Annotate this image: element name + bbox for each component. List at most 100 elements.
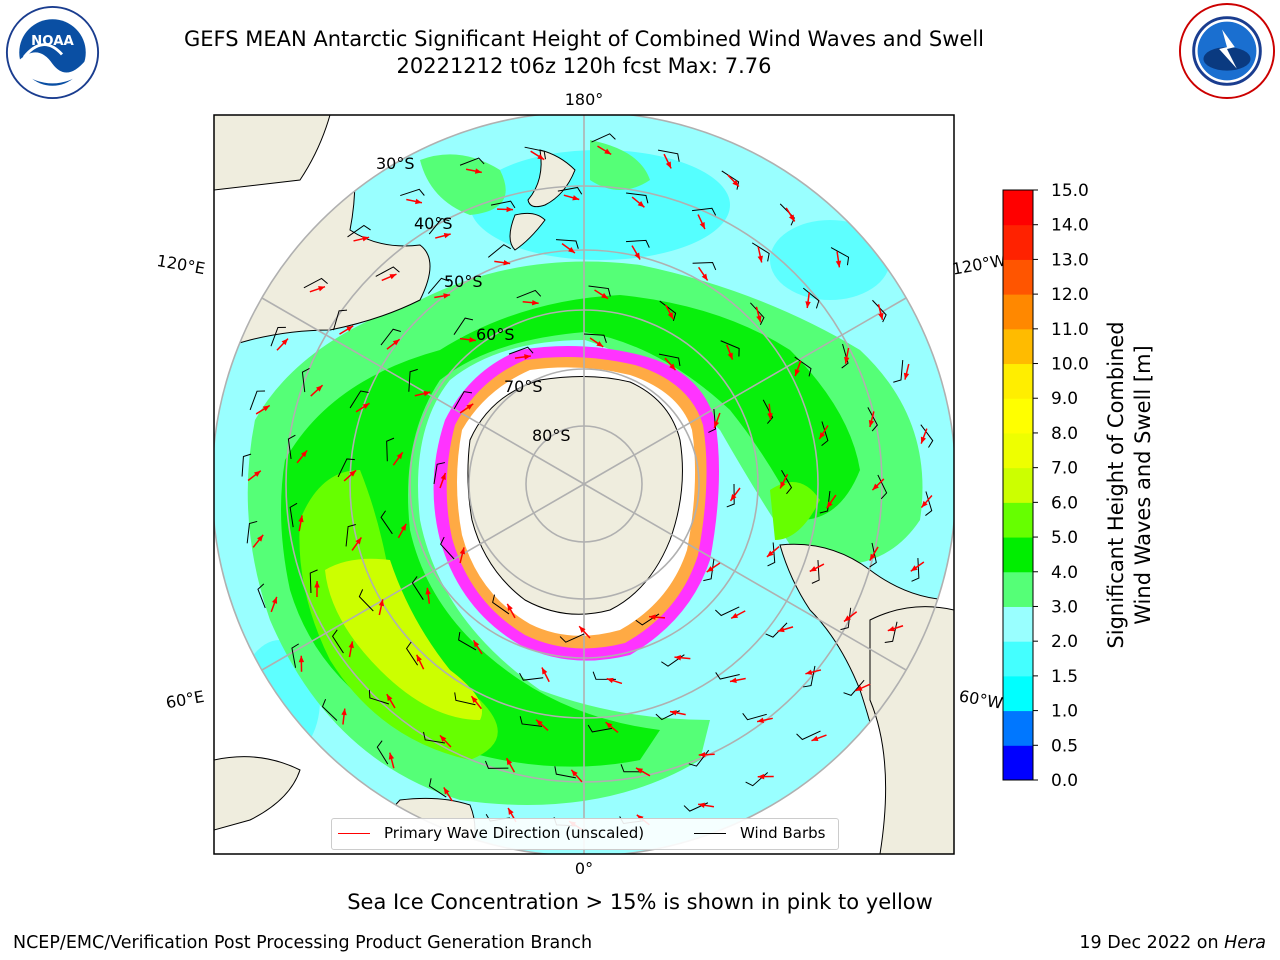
wave-arrow-head	[727, 352, 733, 360]
lat-label-50s: 50°S	[444, 272, 483, 291]
wave-arrow-head	[389, 274, 397, 280]
antarctica-land	[467, 375, 683, 615]
wind-barb	[557, 186, 583, 195]
wave-arrow-head	[439, 735, 447, 742]
wave-arrow-head	[423, 390, 431, 397]
colorbar-tick-label: 15.0	[1051, 181, 1089, 201]
wind-barb	[591, 133, 616, 143]
lon-label-0: 0°	[575, 859, 593, 878]
colorbar-tick-label: 10.0	[1051, 355, 1089, 375]
wind-barb	[762, 399, 774, 424]
wave-arrow-head	[298, 515, 304, 523]
wave-arrow-head	[378, 599, 385, 607]
wave-arrow-head	[855, 685, 863, 691]
wind-barb	[796, 730, 821, 741]
colorbar-segment	[1003, 710, 1033, 746]
wind-barb	[767, 542, 776, 567]
wave-arrow-head	[636, 767, 643, 774]
wave-arrow-head	[670, 710, 677, 716]
wind-barb	[287, 434, 296, 459]
lat-label-60s: 60°S	[476, 325, 515, 344]
colorbar-segment	[1003, 294, 1033, 330]
wave-arrow-head	[388, 752, 395, 760]
lon-label-120e: 120°E	[155, 251, 206, 278]
wind-barb	[726, 483, 735, 508]
chart-title: GEFS MEAN Antarctic Significant Height o…	[183, 27, 985, 51]
wind-barb	[821, 421, 829, 446]
wind-barb	[779, 203, 795, 226]
wave-arrow-head	[732, 179, 739, 187]
wave-arrow-head	[698, 751, 706, 758]
wind-barb	[241, 453, 252, 477]
colorbar-tick-label: 6.0	[1051, 493, 1078, 513]
wave-arrow-head	[844, 356, 850, 364]
wave-arrow-head	[300, 450, 308, 458]
wave-arrow-head	[634, 252, 641, 260]
wind-barb	[380, 328, 401, 346]
wave-arrow-head	[698, 802, 705, 808]
wave-arrow-head	[872, 483, 879, 491]
wind-barb	[246, 520, 258, 544]
wind-barb	[484, 760, 509, 769]
wind-barb	[380, 510, 393, 535]
wind-barb	[840, 607, 852, 631]
wave-arrow-head	[571, 769, 578, 777]
wind-barb	[587, 724, 613, 733]
wave-arrow-head	[921, 500, 928, 508]
wind-barb	[347, 224, 371, 238]
wind-barb	[490, 200, 516, 209]
colorbar-segment	[1003, 675, 1033, 712]
wave-line-icon	[338, 832, 370, 834]
wave-arrow-head	[507, 603, 513, 611]
colorbar-tick-label: 1.5	[1051, 667, 1078, 687]
legend-item-wave: Primary Wave Direction (unscaled)	[338, 824, 644, 842]
lon-label-60e: 60°E	[164, 687, 205, 712]
colorbar-tick-label: 4.0	[1051, 563, 1078, 583]
lat-label-30s: 30°S	[376, 154, 415, 173]
wave-arrow-head	[843, 615, 851, 622]
wave-arrow-head	[392, 339, 400, 346]
footer-date: 19 Dec 2022 on Hera	[1079, 933, 1266, 953]
colorbar-segment	[1003, 745, 1033, 781]
colorbar-tick-label: 1.0	[1051, 702, 1078, 722]
colorbar-tick-label: 0.5	[1051, 736, 1078, 756]
colorbar-tick-label: 3.0	[1051, 597, 1078, 617]
wave-arrow-head	[706, 566, 714, 573]
wind-barb	[433, 462, 446, 485]
wave-arrow-head	[315, 385, 323, 392]
wind-barb	[692, 207, 717, 216]
wave-arrow-head	[298, 655, 305, 663]
wave-arrow-head	[649, 614, 656, 620]
wind-barb	[708, 408, 717, 433]
wave-arrow-head	[878, 312, 884, 320]
legend-label-barb: Wind Barbs	[740, 824, 826, 842]
wave-arrow-head	[415, 198, 422, 205]
wave-arrow-head	[757, 773, 765, 780]
wave-arrow-head	[604, 148, 612, 155]
wave-arrow-head	[396, 452, 403, 460]
wind-barb	[867, 407, 878, 432]
wave-arrow-head	[473, 640, 480, 648]
wave-arrow-head	[669, 363, 676, 371]
noaa-logo-icon: NOAA	[5, 5, 100, 100]
colorbar-segment	[1003, 641, 1033, 677]
wind-barb	[872, 299, 887, 323]
lat-label-80s: 80°S	[532, 426, 571, 445]
wind-barb	[428, 778, 447, 798]
wind-barb	[408, 368, 418, 392]
wave-arrow-head	[757, 255, 763, 263]
wave-arrow-head	[596, 341, 604, 347]
wave-arrow-head	[819, 432, 826, 440]
colorbar-tick-label: 14.0	[1051, 216, 1089, 236]
wind-barb	[751, 242, 770, 262]
sea-ice-caption: Sea Ice Concentration > 15% is shown in …	[347, 890, 933, 914]
wind-barb	[583, 333, 607, 343]
wave-arrow-head	[920, 436, 927, 444]
wave-arrow-head	[355, 537, 362, 545]
wind-barb	[559, 633, 585, 643]
wind-barb	[349, 390, 369, 409]
map-legend: Primary Wave Direction (unscaled) Wind B…	[331, 818, 839, 850]
colorbar-segment	[1003, 537, 1033, 573]
wind-barb	[843, 679, 865, 696]
wave-arrow-head	[262, 405, 270, 412]
